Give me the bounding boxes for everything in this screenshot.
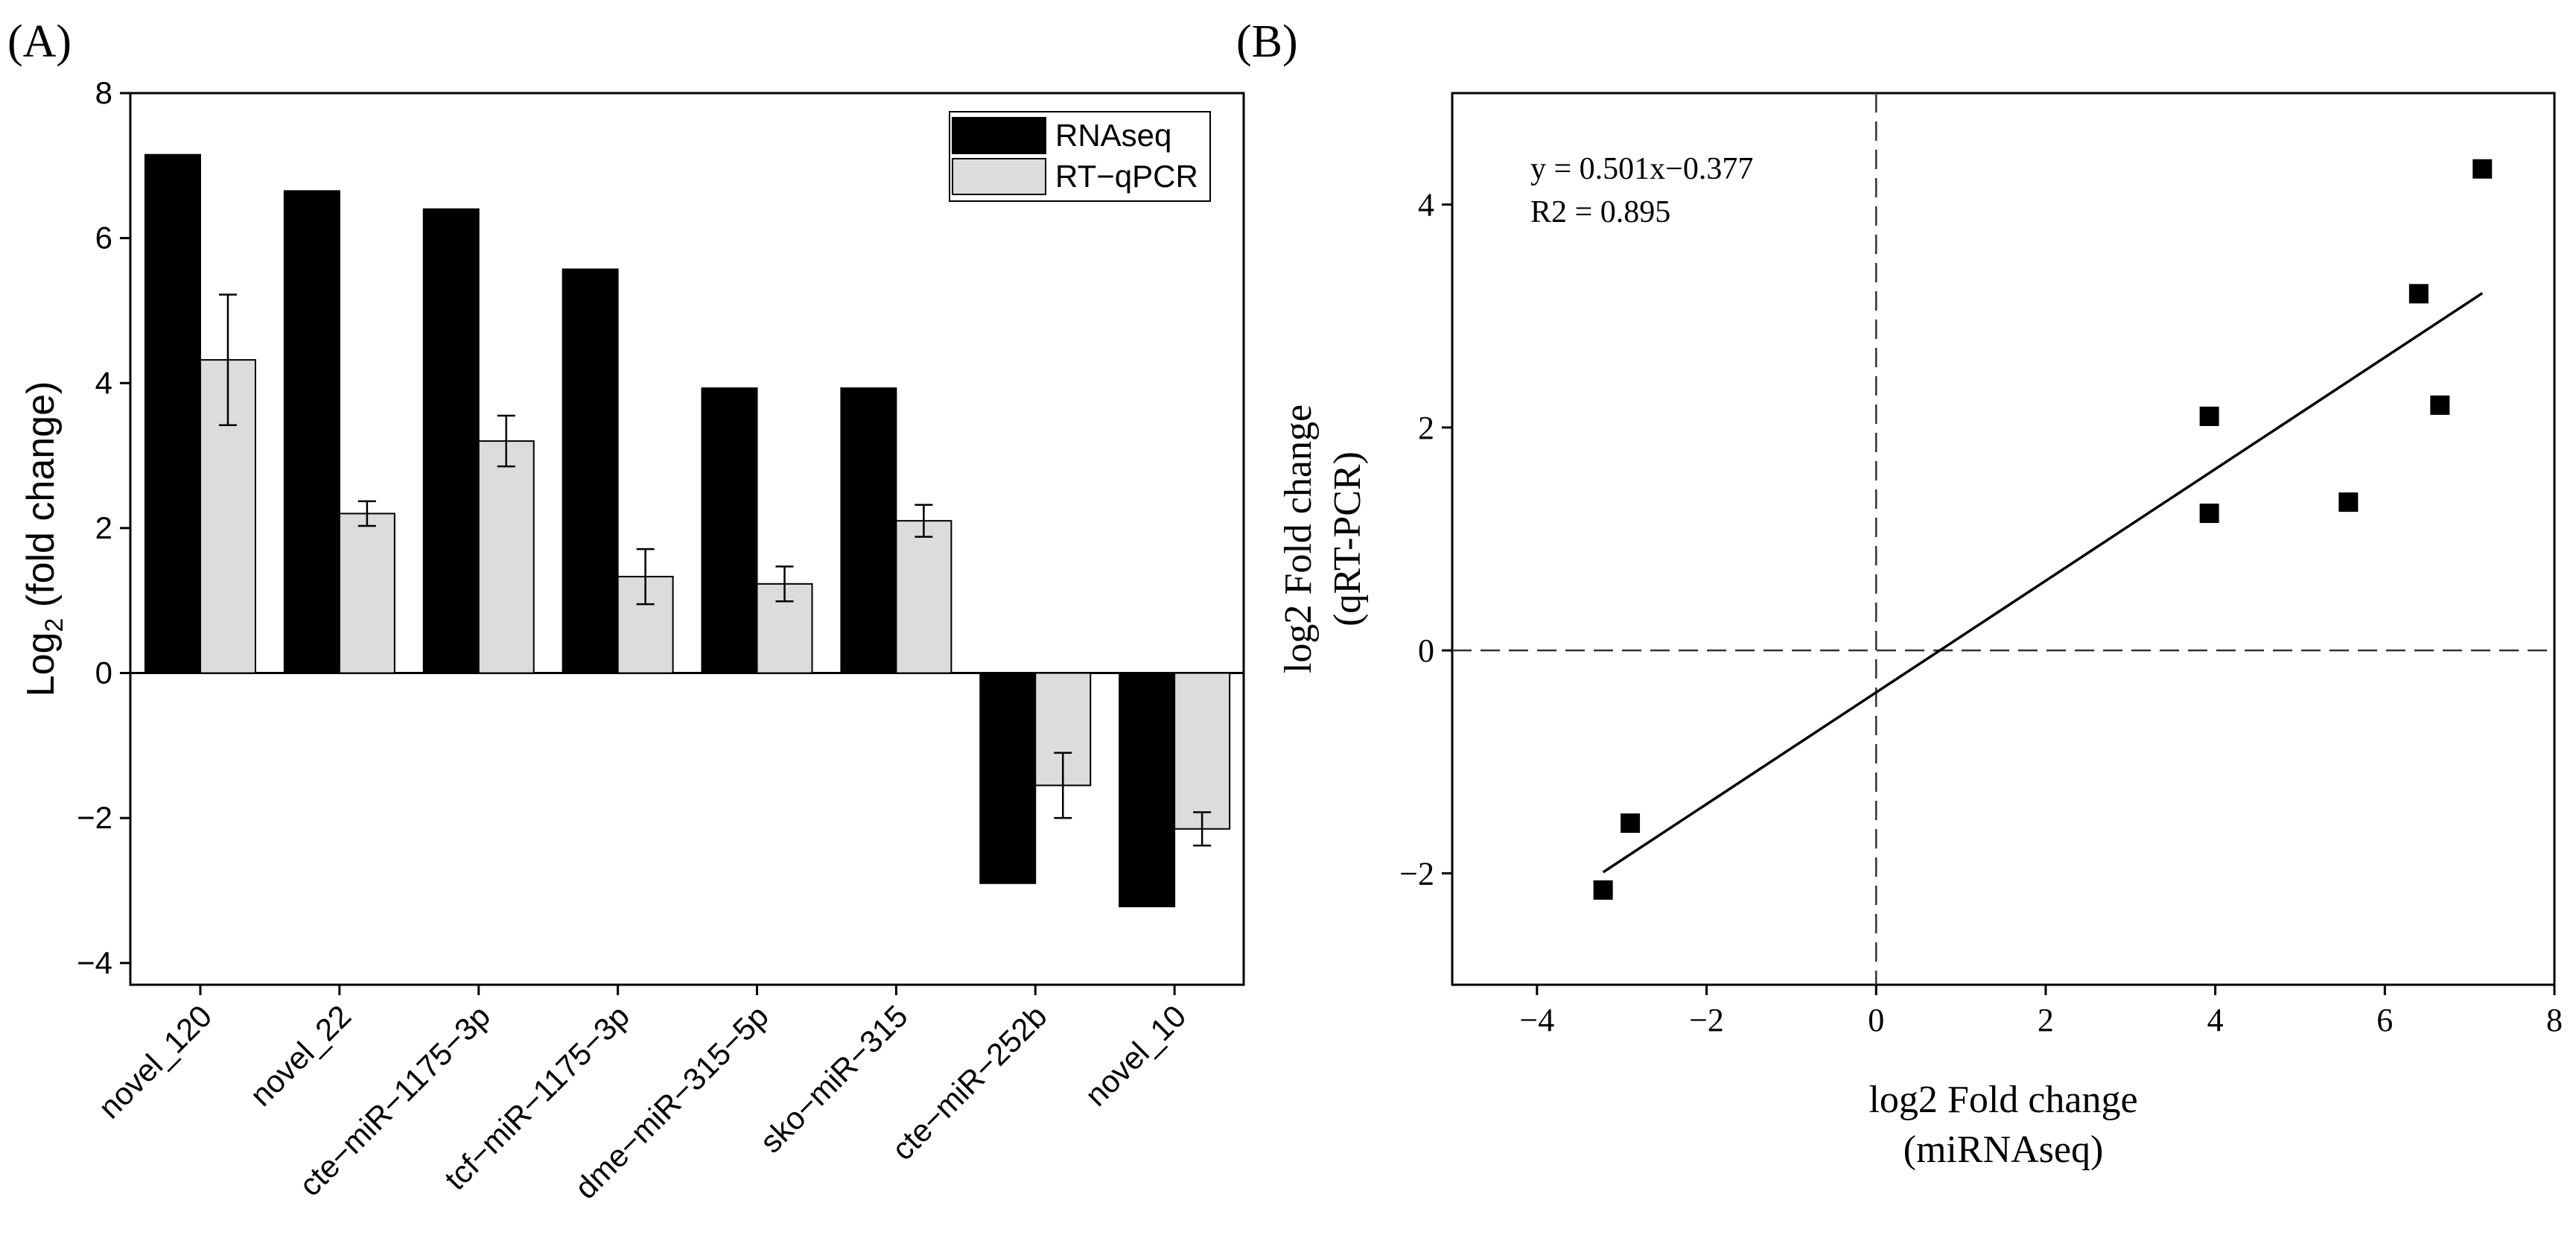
panel-a-y-tick-label: −2 — [77, 800, 112, 835]
panel-a-bar-rt-qpcr — [200, 359, 256, 674]
panel-b-label: (B) — [1236, 16, 1298, 67]
panel-a-label: (A) — [7, 16, 71, 67]
panel-b-x-axis-label-2: (miRNAseq) — [1904, 1129, 2104, 1171]
panel-b-data-point — [2472, 159, 2493, 179]
panel-b-data-point — [1593, 880, 1613, 900]
panel-a-bar-rnaseq — [422, 208, 480, 674]
panel-a-bar-rnaseq — [562, 268, 619, 674]
panel-a-bar-rnaseq — [701, 387, 758, 674]
panel-b-y-tick-label: 4 — [1418, 187, 1434, 223]
panel-a-x-tick-label: sko−miR−315 — [753, 998, 914, 1159]
panel-a-bar-rt-qpcr — [338, 512, 395, 674]
panel-b-x-tick-label: 2 — [2038, 1002, 2054, 1038]
panel-b-x-tick-label: −2 — [1689, 1002, 1724, 1038]
panel-b-x-axis-label: log2 Fold change — [1869, 1079, 2137, 1121]
panel-b-x-tick-label: 8 — [2546, 1002, 2563, 1038]
panel-b-y-axis-label: log2 Fold change — [1277, 404, 1320, 673]
panel-a-y-tick-label: 6 — [95, 220, 112, 256]
panel-b-equation: y = 0.501x−0.377 — [1530, 152, 1753, 186]
panel-a-legend-label: RNAseq — [1055, 118, 1171, 153]
panel-a-legend-label: RT−qPCR — [1055, 159, 1198, 194]
panel-a-y-axis-label: Log2 (fold change) — [19, 381, 69, 697]
panel-b-fit-line — [1602, 292, 2484, 874]
panel-b-x-tick-label: 4 — [2207, 1002, 2224, 1038]
panel-a-bar-rnaseq — [840, 387, 897, 674]
y-label-main: Log — [19, 632, 63, 697]
panel-a-x-tick-label: novel_10 — [1078, 998, 1193, 1113]
panel-a-bar-rt-qpcr — [477, 440, 535, 674]
panel-b-data-point — [1621, 813, 1641, 834]
y-label-rest: (fold change) — [19, 381, 63, 618]
panel-b-data-point — [2199, 504, 2219, 524]
panel-b-y-tick-label: 2 — [1418, 410, 1434, 446]
panel-a-y-tick-label: 2 — [95, 510, 112, 545]
y-label-subscript: 2 — [40, 618, 69, 632]
panel-b-data-point — [2408, 284, 2429, 304]
panel-b-x-tick-label: 0 — [1868, 1002, 1884, 1038]
panel-b-scatter-plot: −4 −2 0 2 4 6 8 −2 0 2 4 y = 0.501x−0.377 R2 = 0.895… — [1277, 92, 2563, 1171]
panel-a-x-tick-label: novel_22 — [243, 998, 357, 1113]
panel-a-axes-frame — [129, 92, 1245, 986]
panel-b-x-tick-label: 6 — [2376, 1002, 2393, 1038]
panel-a-y-tick-label: −4 — [77, 945, 112, 980]
panel-b-y-tick-label: −2 — [1399, 855, 1434, 892]
panel-b-axes-frame — [1451, 92, 2556, 986]
panel-a-y-tick-label: 0 — [95, 656, 112, 691]
panel-a-bar-rt-qpcr — [895, 520, 953, 674]
panel-a-bar-rnaseq — [1119, 672, 1176, 907]
panel-b-r2: R2 = 0.895 — [1530, 195, 1670, 229]
panel-b-data-point — [2430, 395, 2450, 415]
panel-b-data-point — [2338, 492, 2359, 512]
panel-a-legend-swatch — [952, 158, 1046, 195]
panel-a-y-tick-label: 4 — [95, 365, 112, 400]
panel-b-y-axis-label-2: (qRT-PCR) — [1326, 451, 1369, 626]
panel-b-y-tick-label: 0 — [1418, 632, 1434, 669]
panel-a-x-tick-label: novel_120 — [92, 998, 218, 1125]
panel-a-bar-rnaseq — [283, 190, 340, 674]
panel-a-legend-swatch — [952, 117, 1046, 154]
panel-a-y-tick-label: 8 — [95, 75, 112, 110]
panel-a-bar-rt-qpcr — [1174, 672, 1231, 830]
panel-b-data-point — [2199, 406, 2219, 426]
panel-a-bar-rnaseq — [979, 672, 1037, 884]
panel-b-x-tick-label: −4 — [1519, 1002, 1554, 1038]
panel-a-bar-rnaseq — [144, 153, 201, 674]
